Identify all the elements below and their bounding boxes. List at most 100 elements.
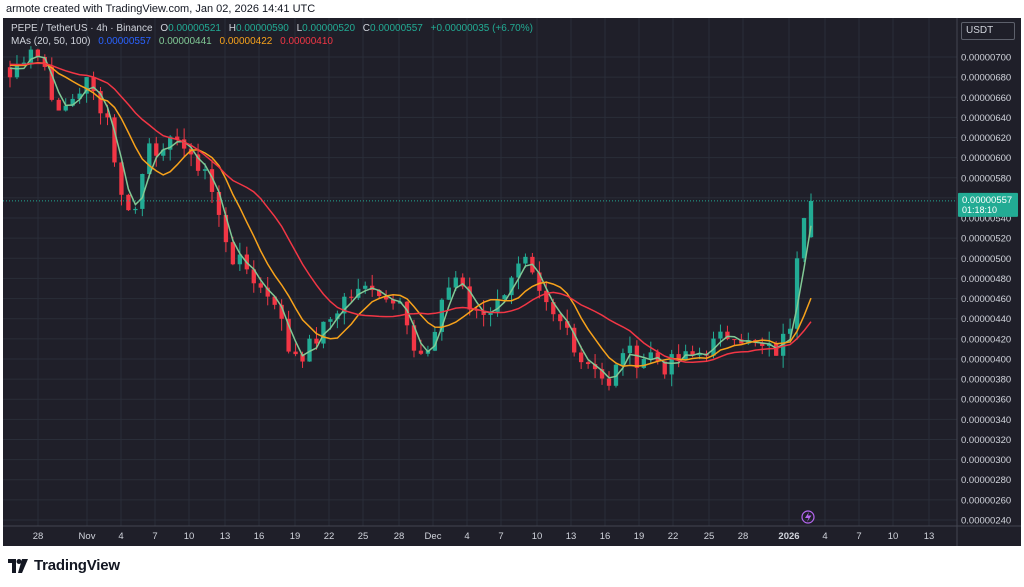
candle-body: [585, 362, 591, 365]
time-tick-label: 10: [888, 531, 899, 542]
candle-body: [523, 256, 528, 264]
lightning-marker-icon: [801, 510, 815, 524]
candle-body: [328, 319, 333, 322]
low-value: 0.00000520: [302, 23, 356, 34]
time-tick-label: 25: [704, 531, 715, 542]
candle-body: [599, 369, 605, 379]
candle-body: [760, 342, 765, 346]
candle-body: [488, 311, 493, 315]
brand-name: TradingView: [34, 557, 120, 574]
close-label: C: [362, 23, 371, 34]
price-tick-label: 0.00000500: [961, 254, 1011, 265]
candle-body: [188, 148, 194, 155]
candle-body: [592, 364, 598, 370]
candle-body: [627, 345, 633, 354]
price-tick-label: 0.00000600: [961, 153, 1011, 164]
candle-body: [168, 136, 173, 150]
time-tick-label: 2026: [778, 531, 799, 542]
time-tick-label: 13: [220, 531, 231, 542]
candle-body: [537, 272, 542, 291]
price-tick-label: 0.00000420: [961, 334, 1011, 345]
ma-value-4: 0.00000410: [280, 36, 333, 47]
time-tick-label: 10: [532, 531, 543, 542]
change-value: +0.00000035 (+6.70%): [430, 23, 533, 34]
candle-body: [718, 331, 723, 339]
candle-body: [376, 290, 382, 297]
candle-body: [98, 91, 103, 114]
candle-body: [258, 283, 263, 288]
candle-body: [272, 296, 277, 305]
candle-body: [35, 49, 41, 58]
last-price-label: 0.00000557: [962, 195, 1012, 206]
time-tick-label: 7: [152, 531, 157, 542]
candle-body: [349, 296, 354, 298]
candle-body: [63, 105, 68, 111]
candle-body: [342, 296, 347, 314]
candle-body: [105, 113, 110, 118]
symbol-name[interactable]: PEPE / TetherUS · 4h · Binance: [11, 23, 153, 34]
chart-area[interactable]: 0.00000700 0.00000680 0.00000660 0.00000640…: [3, 18, 1021, 546]
candle-body: [774, 343, 779, 356]
time-tick-label: 10: [184, 531, 195, 542]
currency-selector[interactable]: USDT: [961, 22, 1015, 40]
candle-body: [620, 353, 626, 365]
price-tick-label: 0.00000400: [961, 354, 1011, 365]
candle-body: [411, 325, 417, 351]
candle-body: [335, 313, 340, 320]
last-price-box: [958, 192, 1018, 217]
candle-body: [418, 350, 424, 354]
ma-line-ma50: [9, 62, 812, 367]
candle-body: [690, 351, 695, 356]
candle-body: [237, 254, 243, 265]
candle-body: [356, 288, 361, 298]
candle-body: [14, 65, 20, 78]
candle-body: [460, 277, 465, 287]
price-tick-label: 0.00000520: [961, 234, 1011, 245]
close-value: 0.00000557: [370, 23, 423, 34]
tradingview-logo[interactable]: TradingView: [8, 557, 120, 574]
candle-body: [181, 139, 187, 149]
candle-body: [28, 49, 34, 63]
candle-body: [641, 358, 646, 368]
candle-body: [230, 242, 236, 265]
price-tick-label: 0.00000380: [961, 375, 1011, 386]
low-label: L: [296, 23, 303, 34]
candle-body: [209, 169, 215, 192]
ma-label[interactable]: MAs (20, 50, 100): [11, 36, 91, 47]
candle-body: [502, 295, 507, 300]
time-tick-label: 19: [634, 531, 645, 542]
time-tick-label: 16: [254, 531, 265, 542]
candle-body: [154, 143, 159, 156]
candle-body: [321, 321, 326, 344]
price-tick-label: 0.00000460: [961, 294, 1011, 305]
candle-body: [739, 339, 744, 344]
time-tick-label: 13: [566, 531, 577, 542]
price-chart[interactable]: 0.00000700 0.00000680 0.00000660 0.00000640…: [3, 18, 1021, 546]
candle-body: [446, 287, 451, 300]
candle-body: [390, 299, 396, 304]
candle-body: [516, 263, 521, 278]
open-label: O: [160, 23, 169, 34]
candle-body: [648, 352, 653, 359]
open-value: 0.00000521: [168, 23, 221, 34]
candle-body: [662, 361, 667, 375]
candle-body: [293, 351, 298, 355]
candle-body: [175, 136, 180, 140]
time-tick-label: 25: [358, 531, 369, 542]
candle-body: [383, 296, 389, 300]
countdown-label: 01:18:10: [962, 205, 997, 215]
candle-body: [481, 310, 486, 315]
time-tick-label: 16: [600, 531, 611, 542]
ma-legend: MAs (20, 50, 100) 0.00000557 0.00000441 …: [11, 36, 333, 47]
ma-value-3: 0.00000422: [219, 36, 273, 47]
price-tick-label: 0.00000300: [961, 455, 1011, 466]
candle-body: [202, 169, 208, 171]
time-tick-label: 19: [290, 531, 301, 542]
candle-body: [223, 214, 229, 243]
candle-body: [711, 338, 716, 356]
candle-body: [725, 331, 730, 340]
time-tick-label: 4: [118, 531, 123, 542]
tradingview-logo-icon: [8, 558, 28, 573]
candle-body: [56, 99, 61, 111]
